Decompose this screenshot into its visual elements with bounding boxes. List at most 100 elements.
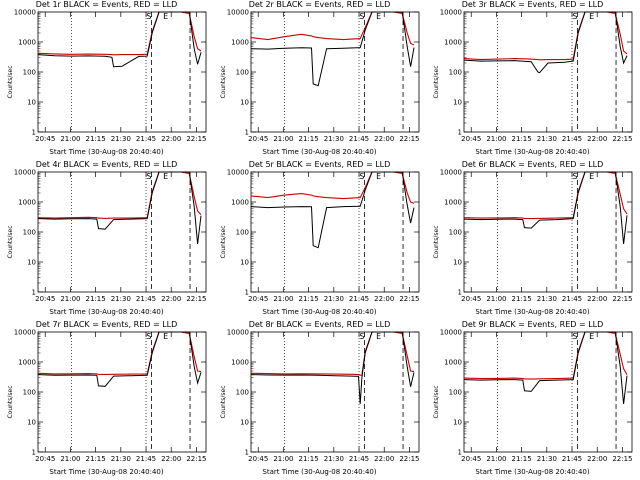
series-line-lld (250, 171, 415, 204)
x-tick-label: 22:00 (587, 295, 607, 303)
series-line-events (250, 171, 415, 249)
x-tick-label: 21:45 (136, 135, 156, 143)
series-line-lld (37, 11, 202, 56)
chart-svg: S E 1 10 100 1000 10000 20:45 21:00 21:15 21:30 21:… (440, 169, 633, 304)
x-tick-label: 22:15 (612, 135, 632, 143)
series-line-events (463, 331, 628, 404)
x-tick-label: 21:15 (299, 455, 319, 463)
series-line-lld (37, 331, 202, 375)
y-tick-label: 10000 (14, 169, 36, 177)
y-tick-label: 100 (449, 229, 462, 237)
y-tick-label: 10000 (14, 9, 36, 17)
y-tick-label: 100 (449, 69, 462, 77)
plot-frame (250, 171, 420, 293)
x-tick-label: 21:00 (60, 135, 80, 143)
y-axis-label: Counts/sec (7, 225, 14, 259)
y-tick-label: 100 (236, 69, 249, 77)
panel-title: Det 9r BLACK = Events, RED = LLD (461, 320, 604, 329)
x-tick-label: 21:45 (349, 295, 369, 303)
y-tick-label: 1000 (444, 39, 462, 47)
panel-title: Det 2r BLACK = Events, RED = LLD (248, 0, 391, 9)
y-tick-label: 1000 (18, 39, 36, 47)
y-tick-label: 10000 (227, 169, 249, 177)
x-tick-label: 21:00 (273, 455, 293, 463)
x-tick-label: 21:45 (349, 455, 369, 463)
x-tick-label: 21:30 (537, 135, 557, 143)
detector-panel-8: S E 1 10 100 1000 10000 20:45 21:00 21:15 21:30 21:… (213, 320, 426, 480)
x-tick-label: 21:30 (111, 135, 131, 143)
x-tick-label: 20:45 (35, 295, 55, 303)
series-line-events (37, 171, 202, 244)
plot-frame (37, 331, 207, 453)
x-tick-label: 21:00 (273, 135, 293, 143)
x-tick-label: 21:15 (512, 455, 532, 463)
series-line-events (463, 171, 628, 244)
chart-svg: S E 1 10 100 1000 10000 20:45 21:00 21:15 21:30 21:… (227, 329, 420, 464)
series-line-lld (37, 171, 202, 219)
y-tick-label: 100 (236, 229, 249, 237)
y-tick-label: 1 (458, 449, 462, 457)
event-marker-label: E (163, 12, 168, 21)
event-marker-label: S (359, 332, 364, 341)
detector-panel-7: S E 1 10 100 1000 10000 20:45 21:00 21:15 21:30 21:… (0, 320, 213, 480)
y-tick-label: 100 (449, 389, 462, 397)
y-tick-label: 10 (27, 419, 36, 427)
panel-title: Det 1r BLACK = Events, RED = LLD (35, 0, 178, 9)
y-tick-label: 10 (240, 419, 249, 427)
y-tick-label: 10000 (440, 169, 462, 177)
x-tick-label: 21:00 (60, 455, 80, 463)
y-axis-label: Counts/sec (220, 65, 227, 99)
event-marker-label: E (376, 12, 381, 21)
x-axis-label: Start Time (30-Aug-08 20:40:40) (49, 468, 164, 476)
x-tick-label: 21:00 (60, 295, 80, 303)
x-tick-label: 22:00 (374, 295, 394, 303)
y-tick-label: 10 (453, 419, 462, 427)
x-axis-label: Start Time (30-Aug-08 20:40:40) (262, 148, 377, 156)
panel-title: Det 6r BLACK = Events, RED = LLD (461, 160, 604, 169)
x-tick-label: 21:15 (86, 295, 106, 303)
event-marker-label: S (146, 332, 151, 341)
panel-title: Det 5r BLACK = Events, RED = LLD (248, 160, 391, 169)
x-tick-label: 21:15 (299, 135, 319, 143)
x-tick-label: 22:15 (612, 455, 632, 463)
x-tick-label: 22:00 (587, 135, 607, 143)
plot-frame (250, 11, 420, 133)
x-tick-label: 22:00 (374, 455, 394, 463)
y-tick-label: 10 (453, 99, 462, 107)
plot-frame (463, 171, 633, 293)
x-tick-label: 22:15 (612, 295, 632, 303)
panel-title: Det 8r BLACK = Events, RED = LLD (248, 320, 391, 329)
x-tick-label: 22:00 (161, 135, 181, 143)
x-tick-label: 21:15 (86, 455, 106, 463)
x-tick-label: 22:15 (399, 295, 419, 303)
detector-panel-6: S E 1 10 100 1000 10000 20:45 21:00 21:15 21:30 21:… (426, 160, 639, 320)
x-tick-label: 22:15 (399, 135, 419, 143)
x-tick-label: 20:45 (35, 455, 55, 463)
x-axis-label: Start Time (30-Aug-08 20:40:40) (475, 468, 590, 476)
y-tick-label: 1 (245, 129, 249, 137)
y-tick-label: 1 (32, 289, 36, 297)
x-tick-label: 22:15 (399, 455, 419, 463)
x-axis-label: Start Time (30-Aug-08 20:40:40) (49, 148, 164, 156)
y-tick-label: 1000 (444, 199, 462, 207)
y-tick-label: 10 (240, 259, 249, 267)
x-tick-label: 22:00 (374, 135, 394, 143)
plot-frame (37, 171, 207, 293)
panel-title: Det 3r BLACK = Events, RED = LLD (461, 0, 604, 9)
y-tick-label: 10000 (227, 329, 249, 337)
x-tick-label: 22:15 (186, 455, 206, 463)
x-tick-label: 21:30 (111, 455, 131, 463)
event-marker-label: S (572, 332, 577, 341)
series-line-events (250, 11, 415, 87)
y-axis-label: Counts/sec (7, 385, 14, 419)
series-line-events (37, 11, 202, 68)
event-marker-label: S (572, 172, 577, 181)
x-tick-label: 21:30 (111, 295, 131, 303)
y-tick-label: 1 (458, 129, 462, 137)
x-tick-label: 21:30 (324, 455, 344, 463)
panel-title: Det 4r BLACK = Events, RED = LLD (35, 160, 178, 169)
x-tick-label: 20:45 (461, 295, 481, 303)
x-tick-label: 20:45 (461, 135, 481, 143)
x-tick-label: 21:45 (136, 295, 156, 303)
x-tick-label: 21:45 (562, 295, 582, 303)
